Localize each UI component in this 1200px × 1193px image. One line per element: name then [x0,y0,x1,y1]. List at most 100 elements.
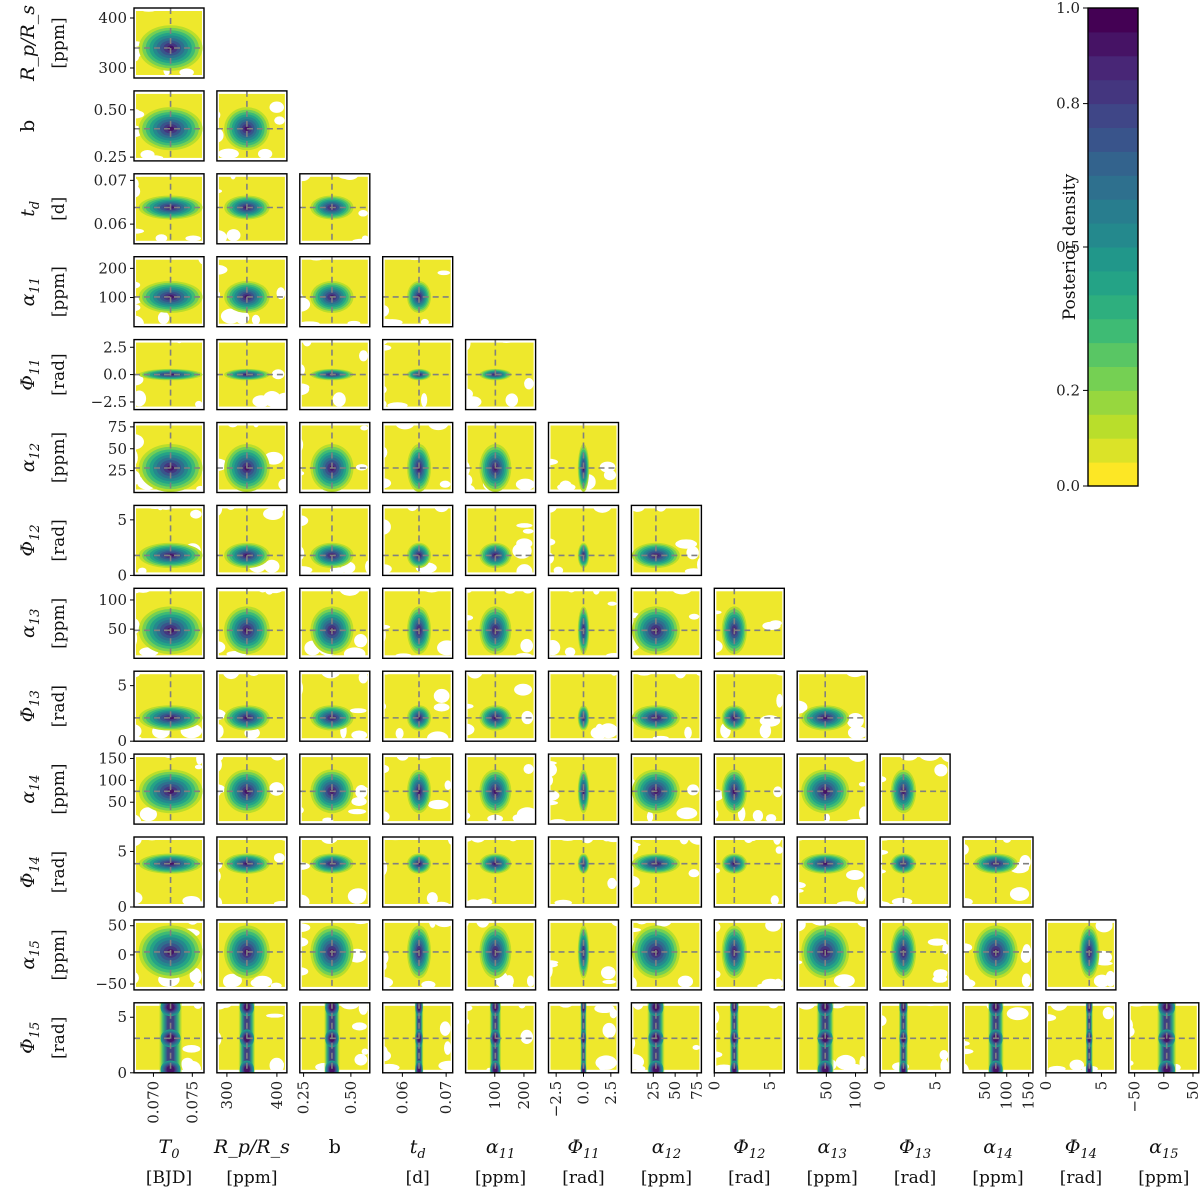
panel-frame [464,919,537,991]
y-label-a14: α14 [ppm] [17,764,69,815]
colorbar-level [1088,79,1138,105]
panel-p12-vs-p11 [547,504,620,577]
svg-text:α13: α13 [17,609,43,638]
panel-a14-vs-a11 [464,753,537,825]
svg-text:α15: α15 [1149,1136,1178,1162]
y-tick-label: 0 [117,946,127,964]
panel-frame [299,919,371,991]
panel-p15-vs-RpRs: 300 400 [216,1002,288,1110]
panel-a14-vs-b [299,753,371,825]
x-tick-label: 25 [644,1081,662,1100]
x-tick-label: 0.070 [144,1081,162,1124]
panel-a15-vs-p11 [547,919,620,991]
svg-text:R_p/R_s: R_p/R_s [213,1136,290,1158]
x-tick-label: 0 [705,1081,723,1091]
panel-frame [216,670,288,742]
x-tick-label: 0.06 [393,1081,411,1114]
panel-frame [464,587,537,659]
panel-p12-vs-a12 [630,504,703,577]
x-tick-label: 0.0 [575,1081,593,1105]
x-label-T0: T0 [BJD] [146,1136,192,1188]
panel-frame [630,753,703,825]
svg-text:[rad]: [rad] [49,353,69,395]
x-tick-label: 400 [268,1081,286,1110]
y-tick-label: 0.06 [94,215,127,233]
panel-frame [796,670,868,742]
y-label-a13: α13 [ppm] [17,598,69,649]
panel-frame [464,504,537,577]
svg-text:α11: α11 [486,1136,515,1162]
panel-p11-vs-T0: −2.5 0.0 2.5 [91,338,205,411]
y-tick-label: 400 [98,9,127,27]
panel-a14-vs-a12 [630,753,703,825]
panel-frame [630,836,703,908]
svg-text:[ppm]: [ppm] [641,1168,692,1188]
colorbar-tick-label: 0.0 [1056,477,1080,495]
y-label-b: b [17,120,39,132]
x-tick-label: 5 [761,1081,779,1091]
panel-frame [713,836,785,908]
panel-frame [133,7,205,79]
panel-frame [547,587,620,659]
y-tick-label: 300 [98,59,127,77]
panel-p14-vs-a12 [630,836,703,908]
colorbar-level [1088,438,1138,463]
panel-frame [962,1002,1034,1074]
panel-a11-vs-td [382,256,454,328]
x-tick-label: 50 [1184,1081,1200,1100]
panel-td-vs-RpRs [216,173,288,245]
panel-p15-vs-T0: 0 5 0.070 0.075 [117,1002,205,1124]
y-tick-label: −2.5 [91,393,127,411]
svg-text:α14: α14 [17,774,43,803]
x-label-p13: Φ13 [rad] [894,1136,936,1188]
panel-frame [133,421,205,494]
y-tick-label: 0 [117,566,127,584]
panel-p13-vs-T0: 05 [117,670,205,750]
x-tick-label: 5 [1092,1081,1110,1091]
y-tick-label: 150 [98,749,127,767]
y-label-p13: Φ13 [rad] [17,685,69,727]
panel-td-vs-T0: 0.06 0.07 [94,171,205,245]
panel-a14-vs-td [382,753,454,825]
x-tick-label: 100 [486,1081,504,1110]
panel-p11-vs-a11 [464,338,537,411]
panel-b-vs-T0: 0.25 0.50 [94,90,205,166]
colorbar-level [1088,294,1138,320]
svg-text:Φ15: Φ15 [17,1022,43,1054]
panel-frame [630,587,703,659]
colorbar-tick-label: 1.0 [1056,0,1080,17]
panel-a15-vs-a13 [796,919,868,991]
panel-a13-vs-td [382,587,454,659]
panel-frame [464,338,537,411]
svg-text:α12: α12 [17,443,43,472]
panel-p14-vs-p13 [879,836,951,908]
y-tick-label: 200 [98,259,127,277]
panel-frame [133,753,205,825]
svg-text:[ppm]: [ppm] [807,1168,858,1188]
colorbar-level [1088,223,1138,248]
panel-frame [299,670,371,742]
y-label-p14: Φ14 [rad] [17,851,69,893]
panel-frame [216,587,288,659]
colorbar-level [1088,55,1138,81]
svg-text:[ppm]: [ppm] [49,929,69,980]
panel-frame [879,836,951,908]
x-label-td: td [d] [406,1136,430,1188]
panel-a15-vs-p12 [713,919,785,991]
panel-p13-vs-a11 [464,670,537,742]
colorbar-level [1088,151,1138,176]
x-label-a15: α15 [ppm] [1138,1136,1189,1188]
colorbar-level [1088,462,1138,487]
svg-text:[ppm]: [ppm] [49,598,69,649]
y-tick-label: 0.07 [94,171,127,189]
svg-text:[ppm]: [ppm] [49,764,69,815]
y-tick-label: 100 [98,771,127,789]
panel-frame [464,670,537,742]
panel-frame [382,504,454,577]
panel-frame [216,421,288,494]
panel-p15-vs-a13: 50 100 [796,1002,868,1109]
y-tick-label: 0.25 [94,148,127,166]
panel-frame [382,256,454,328]
density-background [882,840,949,904]
